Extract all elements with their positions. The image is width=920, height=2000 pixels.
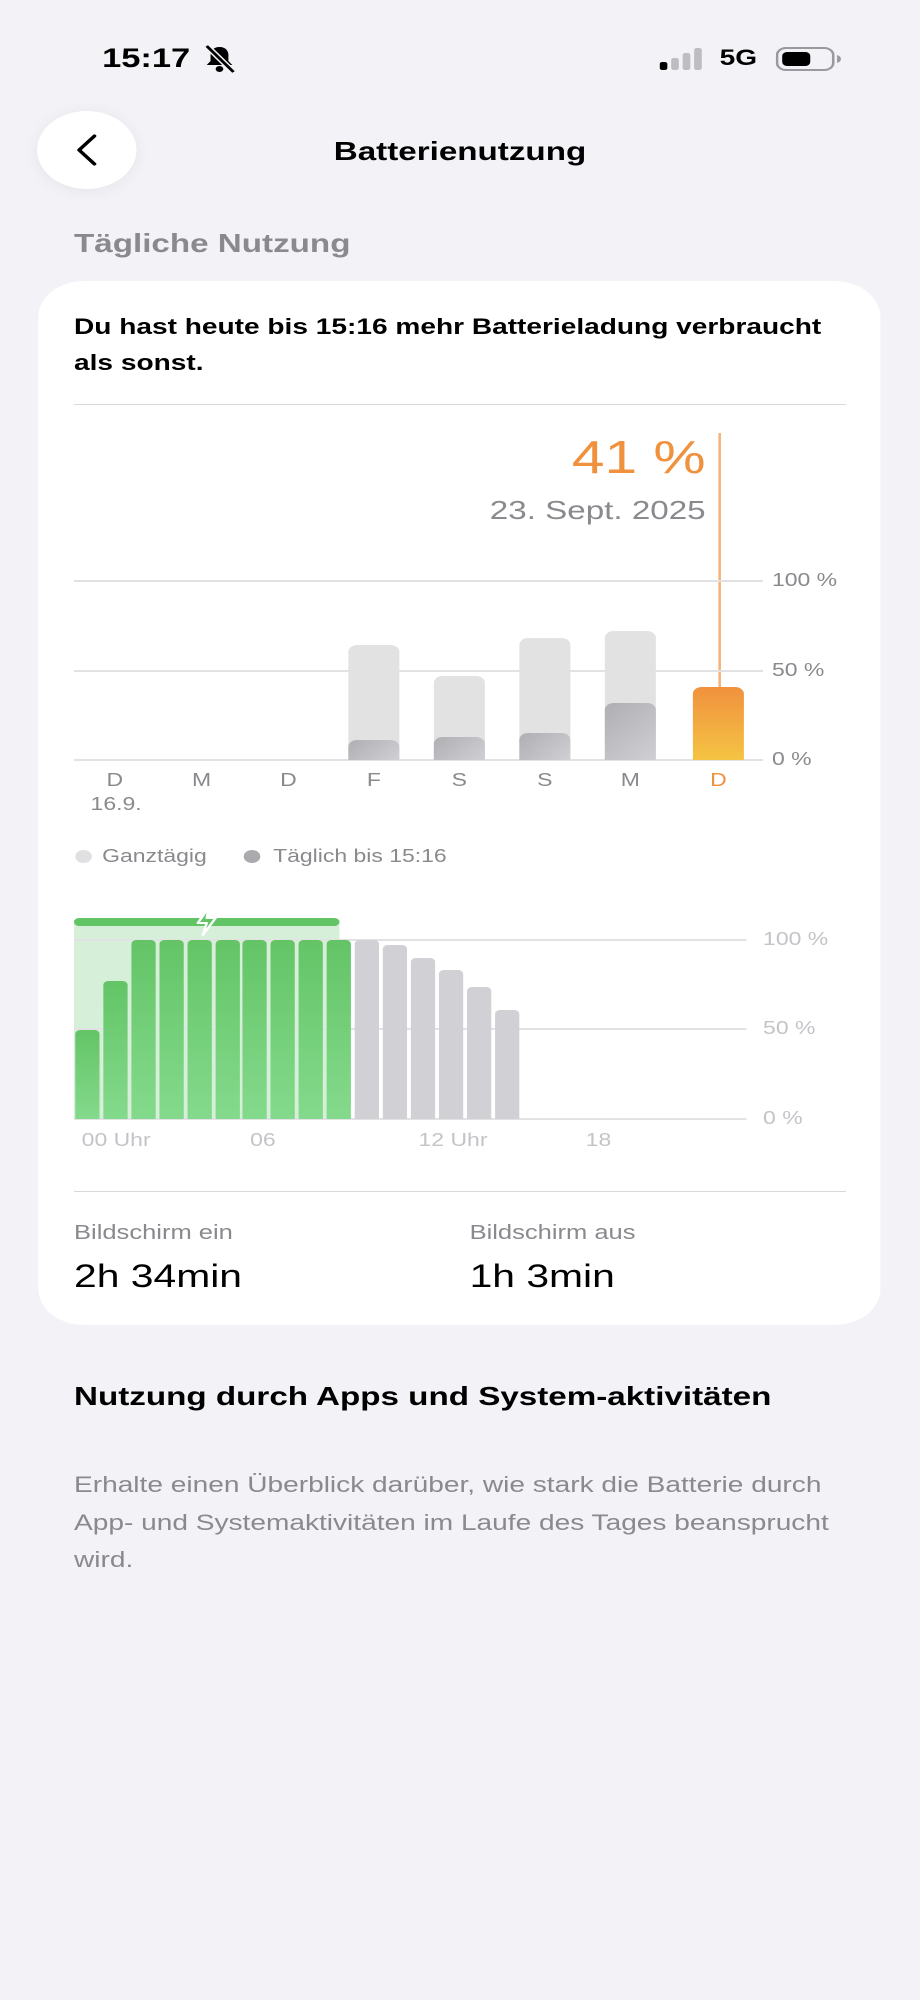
y-tick-label: 0 %	[771, 749, 812, 769]
selected-value: 41 %	[571, 431, 706, 483]
hour-bar	[410, 957, 435, 1119]
x-tick-label: M	[192, 770, 212, 790]
y-tick-label: 50 %	[771, 660, 825, 680]
legend-dot-full-day	[75, 850, 92, 863]
hour-bar-charging	[215, 940, 240, 1119]
daily-usage-card	[38, 281, 881, 1325]
x-tick-label: 18	[585, 1130, 612, 1150]
hour-bar-charging	[270, 940, 296, 1119]
y-tick-label: 50 %	[763, 1018, 816, 1038]
hour-bar-charging	[326, 940, 352, 1119]
screen-off-value: 1h 3min	[469, 1258, 615, 1294]
gridline	[74, 670, 764, 672]
signal-icon	[659, 48, 702, 70]
hour-bar-charging	[159, 940, 184, 1119]
status-time: 15:17	[102, 43, 191, 73]
charging-bolt-icon	[196, 906, 217, 936]
apps-section-description: Erhalte einen Überblick darüber, wie sta…	[74, 1472, 829, 1572]
hour-bar	[438, 970, 463, 1119]
divider	[74, 404, 846, 405]
gridline	[74, 939, 747, 941]
x-tick-label: D	[106, 770, 124, 790]
page-title: Batterienutzung	[333, 136, 587, 166]
hour-bar-charging	[103, 981, 128, 1119]
network-type: 5G	[719, 45, 758, 70]
hour-bar-charging	[187, 940, 212, 1119]
x-tick-label: M	[620, 770, 640, 790]
gridline	[74, 759, 764, 761]
x-tick-label: S	[537, 770, 553, 790]
bar-selected	[692, 686, 744, 760]
hour-bar-charging	[75, 1029, 100, 1119]
y-tick-label: 0 %	[763, 1108, 803, 1128]
hour-bar	[354, 940, 379, 1119]
bar-until-now	[433, 736, 485, 760]
y-tick-label: 100 %	[763, 929, 829, 949]
gridline	[74, 1118, 747, 1120]
x-tick-label: F	[366, 770, 381, 790]
usage-headline: Du hast heute bis 15:16 mehr Batterielad…	[74, 314, 822, 375]
legend-full-day: Ganztägig	[102, 846, 207, 866]
y-tick-label: 100 %	[771, 570, 838, 590]
hour-bar	[382, 945, 407, 1119]
screen-on-value: 2h 34min	[74, 1258, 242, 1294]
x-tick-label: 06	[250, 1130, 276, 1150]
hour-bar	[466, 986, 491, 1119]
first-day-date: 16.9.	[90, 794, 142, 814]
bell-slash-icon	[204, 44, 236, 74]
gridline	[74, 580, 764, 582]
gridline	[74, 1028, 747, 1030]
selection-line	[718, 433, 721, 688]
hour-bar-charging	[242, 940, 268, 1119]
legend-until-now: Täglich bis 15:16	[273, 846, 447, 866]
x-tick-label: D	[710, 770, 727, 790]
bar-until-now	[348, 740, 400, 760]
hour-bar	[494, 1009, 519, 1119]
screen-on-label: Bildschirm ein	[74, 1222, 233, 1244]
battery-icon	[775, 47, 841, 71]
chevron-left-icon	[77, 134, 97, 166]
divider	[74, 1191, 846, 1192]
x-tick-label: 00 Uhr	[81, 1130, 151, 1150]
legend-dot-until-now	[243, 850, 261, 863]
x-tick-label: D	[280, 770, 297, 790]
hour-bar-charging	[298, 940, 324, 1119]
bar-until-now	[604, 702, 656, 760]
selected-date: 23. Sept. 2025	[489, 495, 706, 525]
back-button[interactable]	[37, 111, 137, 189]
x-tick-label: 12 Uhr	[418, 1130, 488, 1150]
apps-section-title: Nutzung durch Apps und System-aktivitäte…	[74, 1381, 772, 1411]
screen-off-label: Bildschirm aus	[469, 1222, 636, 1244]
section-title: Tägliche Nutzung	[74, 228, 351, 258]
hour-bar-charging	[131, 940, 156, 1119]
x-tick-label: S	[451, 770, 468, 790]
bar-until-now	[519, 733, 571, 760]
